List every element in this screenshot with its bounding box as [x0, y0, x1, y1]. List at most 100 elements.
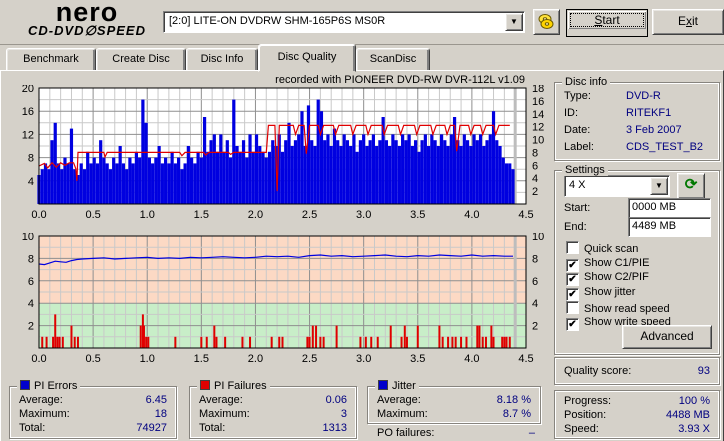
progress-label: Progress:: [564, 395, 612, 407]
progress-value: 100 %: [678, 395, 710, 407]
toolbar: nero CD-DVD∅SPEED [2:0] LITE-ON DVDRW SH…: [0, 0, 724, 45]
drive-select-value: [2:0] LITE-ON DVDRW SHM-165P6S MS0R: [167, 14, 504, 29]
position-value: 4488 MB: [665, 409, 710, 421]
pi-errors-stats: PI Errors Average: 6.45 Maximum: 18 Total:…: [9, 380, 177, 439]
checkbox-show-c2-pif[interactable]: Show C2/PIF: [566, 271, 649, 286]
nero-logo: nero CD-DVD∅SPEED: [12, 0, 162, 37]
jitter-pif-chart: 2 4 6 8 10 2 4 6 8 10 0.0 0.5 1.0 1.5 2.0 2.5 3.0 3.5 4.0 4…: [22, 233, 545, 365]
settings-title: Settings: [562, 164, 608, 176]
start-button-label: tart: [602, 13, 620, 27]
svg-text:1.5: 1.5: [194, 209, 209, 221]
disc-type-label: Type:: [564, 90, 591, 102]
checkbox-quick-scan[interactable]: Quick scan: [566, 241, 639, 255]
svg-text:12: 12: [532, 122, 544, 134]
svg-text:0.0: 0.0: [31, 209, 46, 221]
disc-id-value: RITEKF1: [626, 107, 672, 119]
svg-text:12: 12: [22, 129, 34, 141]
svg-text:1.0: 1.0: [140, 353, 155, 365]
jitter-average-value: 8.18 %: [496, 394, 531, 406]
pi-failures-stats-title: PI Failures: [197, 380, 270, 392]
quality-score-value: 93: [697, 365, 710, 377]
tab-disc-info[interactable]: Disc Info: [186, 48, 258, 71]
start-button[interactable]: Start: [566, 9, 648, 37]
svg-text:2.0: 2.0: [248, 209, 263, 221]
tab-benchmark[interactable]: Benchmark: [6, 48, 96, 71]
end-field-label: End:: [564, 221, 587, 233]
show-c1-pie-checkbox[interactable]: [566, 259, 579, 272]
speed-label: Speed:: [564, 423, 599, 435]
quick-scan-label: Quick scan: [584, 243, 639, 255]
drive-select-dropdown-button[interactable]: ▼: [505, 13, 523, 31]
show-read-speed-checkbox[interactable]: [566, 301, 579, 314]
po-failures-row: PO failures: –: [377, 427, 535, 440]
checkbox-show-read-speed[interactable]: Show read speed: [566, 301, 670, 315]
exit-button-label: Exit: [677, 14, 698, 28]
scan-speed-value: 4 X: [569, 179, 586, 191]
svg-text:4: 4: [532, 298, 538, 310]
svg-text:0.5: 0.5: [85, 209, 100, 221]
disc-id-label: ID:: [564, 107, 579, 119]
progress-panel: Progress: 100 % Position: 4488 MB Speed: 3.…: [554, 390, 720, 439]
checkbox-show-c1-pie[interactable]: Show C1/PIE: [566, 257, 650, 272]
svg-text:6: 6: [532, 160, 538, 172]
settings-panel: Settings 4 X ▼ ⟳ Start: 0000 MB End: 448…: [554, 164, 720, 355]
tab-create-disc[interactable]: Create Disc: [96, 48, 186, 71]
pie-total-value: 74927: [136, 422, 167, 434]
disc-label-value: CDS_TEST_B2: [626, 141, 704, 153]
start-field[interactable]: 0000 MB: [628, 198, 711, 218]
exit-button[interactable]: Exit: [652, 9, 724, 35]
po-failures-value: –: [528, 427, 535, 439]
show-c1-pie-label: Show C1/PIE: [584, 257, 650, 269]
tab-scandisc[interactable]: ScanDisc: [356, 48, 430, 71]
disc-date-value: 3 Feb 2007: [626, 124, 682, 136]
advanced-button[interactable]: Advanced: [622, 325, 712, 349]
svg-text:8: 8: [532, 147, 538, 159]
checkbox-show-jitter[interactable]: Show jitter: [566, 286, 636, 301]
svg-text:4: 4: [532, 173, 538, 185]
disc-label-label: Label:: [564, 141, 594, 153]
refresh-button[interactable]: ⟳: [677, 173, 705, 199]
disc-info-title: Disc info: [562, 76, 611, 88]
pi-failures-legend-swatch: [200, 380, 210, 390]
svg-text:3.0: 3.0: [356, 209, 371, 221]
svg-text:4: 4: [28, 176, 34, 188]
svg-text:6: 6: [28, 276, 34, 288]
chart-title: recorded with PIONEER DVD-RW DVR-112L v1…: [275, 74, 525, 86]
svg-text:4: 4: [28, 298, 34, 310]
discs-icon: [538, 14, 554, 29]
svg-text:2: 2: [532, 186, 538, 198]
jitter-stats-title: Jitter: [375, 380, 419, 392]
logo-product-text: CD-DVD∅SPEED: [28, 23, 146, 38]
svg-text:4.5: 4.5: [518, 209, 533, 221]
position-label: Position:: [564, 409, 607, 421]
tab-strip: Benchmark Create Disc Disc Info Disc Qua…: [0, 44, 724, 72]
scan-speed-select[interactable]: 4 X ▼: [564, 175, 670, 197]
end-field[interactable]: 4489 MB: [628, 217, 711, 237]
show-c2-pif-label: Show C2/PIF: [584, 271, 649, 283]
disc-quality-page: recorded with PIONEER DVD-RW DVR-112L v1…: [0, 70, 724, 441]
eject-disc-button[interactable]: [533, 9, 560, 35]
drive-select[interactable]: [2:0] LITE-ON DVDRW SHM-165P6S MS0R ▼: [163, 11, 525, 33]
pif-maximum-value: 3: [340, 408, 347, 420]
svg-text:0.0: 0.0: [31, 353, 46, 365]
pif-average-value: 0.06: [325, 394, 347, 406]
show-jitter-label: Show jitter: [584, 286, 636, 298]
jitter-maximum-value: 8.7 %: [502, 408, 531, 420]
show-jitter-checkbox[interactable]: [566, 288, 579, 301]
pie-maximum-value: 18: [154, 408, 167, 420]
scan-speed-dropdown-button[interactable]: ▼: [650, 177, 668, 195]
tab-disc-quality[interactable]: Disc Quality: [258, 44, 356, 72]
po-failures-label: PO failures:: [377, 427, 435, 439]
svg-text:20: 20: [22, 85, 34, 95]
svg-text:10: 10: [532, 233, 544, 243]
show-c2-pif-checkbox[interactable]: [566, 273, 579, 286]
jitter-stats: Jitter Average: 8.18 % Maximum: 8.7 %: [367, 380, 541, 424]
pi-errors-stats-title: PI Errors: [17, 380, 81, 392]
svg-text:2.5: 2.5: [302, 209, 317, 221]
svg-text:10: 10: [532, 135, 544, 147]
quick-scan-checkbox[interactable]: [566, 241, 579, 254]
jitter-legend-swatch: [378, 380, 388, 390]
show-write-speed-checkbox[interactable]: [566, 318, 579, 331]
svg-text:3.5: 3.5: [410, 209, 425, 221]
svg-text:14: 14: [532, 109, 544, 121]
